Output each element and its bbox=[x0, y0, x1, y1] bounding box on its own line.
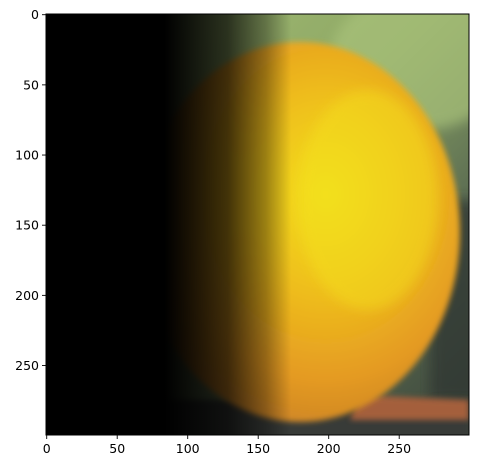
x-tick-label: 250 bbox=[387, 441, 411, 456]
y-tick-label: 150 bbox=[15, 218, 39, 233]
y-tick-label: 50 bbox=[23, 77, 39, 92]
y-tick-label: 250 bbox=[15, 358, 39, 373]
y-tick-label: 100 bbox=[15, 148, 39, 163]
x-tick-label: 200 bbox=[317, 441, 341, 456]
x-tick-label: 150 bbox=[246, 441, 270, 456]
image-content bbox=[46, 14, 469, 435]
y-tick-label: 200 bbox=[15, 288, 39, 303]
y-axis: 0 50 100 150 200 250 bbox=[15, 7, 46, 373]
x-tick-label: 0 bbox=[43, 441, 51, 456]
x-tick-label: 50 bbox=[109, 441, 125, 456]
y-tick-label: 0 bbox=[31, 7, 39, 22]
dark-fade-overlay bbox=[46, 14, 469, 435]
plot-frame bbox=[45, 13, 470, 436]
x-tick-label: 100 bbox=[176, 441, 200, 456]
x-axis: 0 50 100 150 200 250 bbox=[43, 435, 411, 456]
